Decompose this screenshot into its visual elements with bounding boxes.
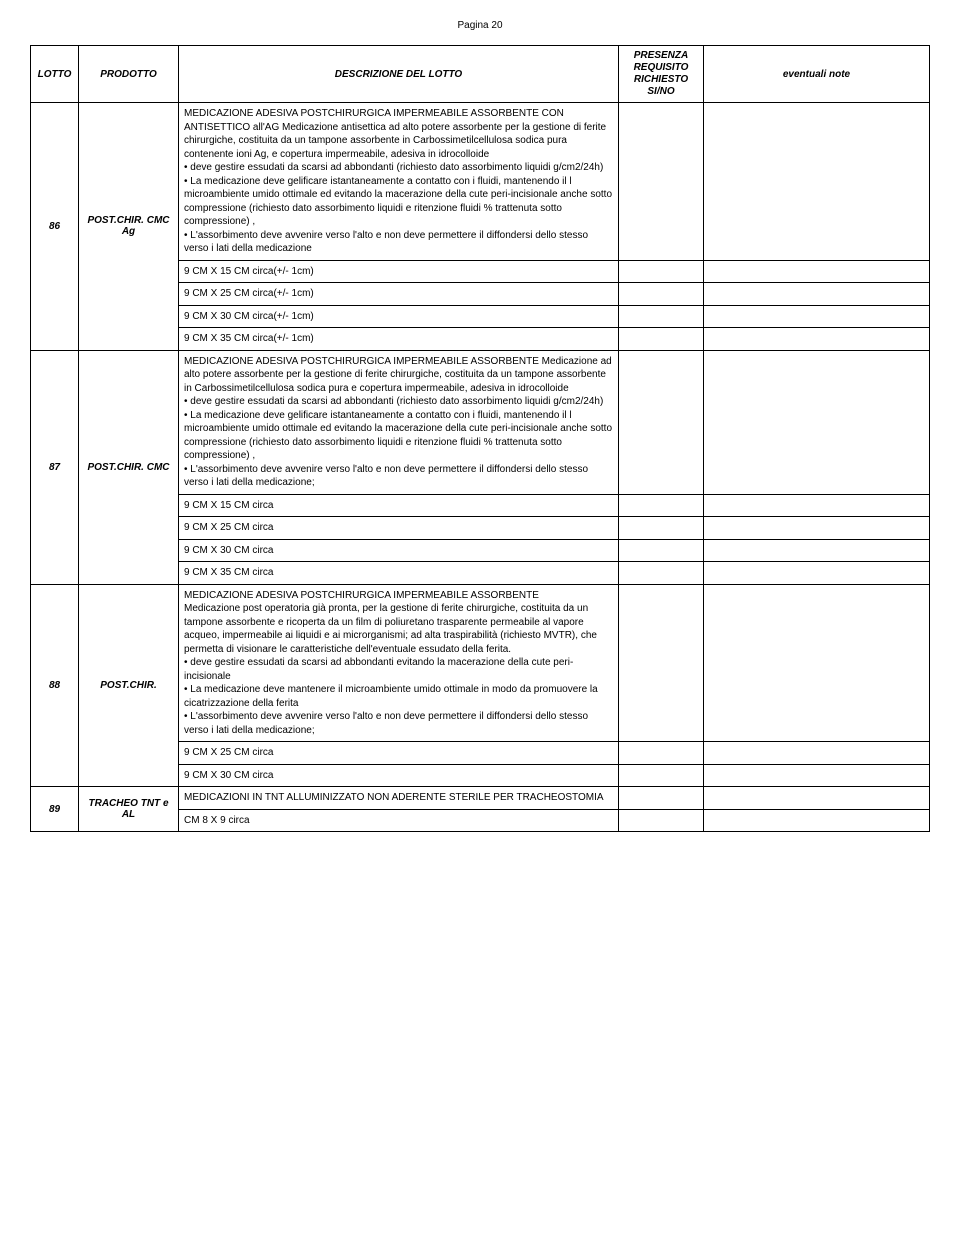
note-cell: [704, 103, 930, 261]
note-cell: [704, 328, 930, 351]
size-cell: 9 CM X 30 CM circa: [179, 539, 619, 562]
note-cell: [704, 584, 930, 742]
presenza-cell: [619, 350, 704, 494]
page-number: Pagina 20: [30, 20, 930, 31]
presenza-cell: [619, 764, 704, 787]
description-cell: MEDICAZIONE ADESIVA POSTCHIRURGICA IMPER…: [179, 350, 619, 494]
lotto-cell: 86: [31, 103, 79, 351]
note-cell: [704, 562, 930, 585]
note-cell: [704, 260, 930, 283]
note-cell: [704, 787, 930, 810]
table-header-row: LOTTO PRODOTTO DESCRIZIONE DEL LOTTO PRE…: [31, 46, 930, 103]
size-cell: 9 CM X 35 CM circa: [179, 562, 619, 585]
presenza-cell: [619, 103, 704, 261]
note-cell: [704, 809, 930, 832]
prodotto-cell: POST.CHIR.: [79, 584, 179, 787]
note-cell: [704, 494, 930, 517]
presenza-cell: [619, 562, 704, 585]
presenza-cell: [619, 305, 704, 328]
lotto-cell: 87: [31, 350, 79, 584]
header-descrizione: DESCRIZIONE DEL LOTTO: [179, 46, 619, 103]
size-cell: 9 CM X 25 CM circa(+/- 1cm): [179, 283, 619, 306]
table-row: 88POST.CHIR.MEDICAZIONE ADESIVA POSTCHIR…: [31, 584, 930, 742]
note-cell: [704, 764, 930, 787]
presenza-cell: [619, 584, 704, 742]
size-cell: 9 CM X 30 CM circa: [179, 764, 619, 787]
lotto-cell: 89: [31, 787, 79, 832]
prodotto-cell: POST.CHIR. CMC Ag: [79, 103, 179, 351]
note-cell: [704, 742, 930, 765]
presenza-cell: [619, 494, 704, 517]
note-cell: [704, 517, 930, 540]
header-note: eventuali note: [704, 46, 930, 103]
presenza-cell: [619, 517, 704, 540]
size-cell: 9 CM X 25 CM circa: [179, 742, 619, 765]
presenza-cell: [619, 260, 704, 283]
size-cell: 9 CM X 15 CM circa(+/- 1cm): [179, 260, 619, 283]
table-row: 86POST.CHIR. CMC AgMEDICAZIONE ADESIVA P…: [31, 103, 930, 261]
description-cell: MEDICAZIONE ADESIVA POSTCHIRURGICA IMPER…: [179, 103, 619, 261]
description-cell: MEDICAZIONI IN TNT ALLUMINIZZATO NON ADE…: [179, 787, 619, 810]
size-cell: 9 CM X 35 CM circa(+/- 1cm): [179, 328, 619, 351]
size-cell: 9 CM X 15 CM circa: [179, 494, 619, 517]
presenza-cell: [619, 328, 704, 351]
size-cell: 9 CM X 30 CM circa(+/- 1cm): [179, 305, 619, 328]
description-cell: MEDICAZIONE ADESIVA POSTCHIRURGICA IMPER…: [179, 584, 619, 742]
presenza-cell: [619, 742, 704, 765]
lotto-cell: 88: [31, 584, 79, 787]
note-cell: [704, 283, 930, 306]
size-cell: CM 8 X 9 circa: [179, 809, 619, 832]
size-cell: 9 CM X 25 CM circa: [179, 517, 619, 540]
header-prodotto: PRODOTTO: [79, 46, 179, 103]
header-lotto: LOTTO: [31, 46, 79, 103]
note-cell: [704, 350, 930, 494]
presenza-cell: [619, 283, 704, 306]
table-row: 89TRACHEO TNT e ALMEDICAZIONI IN TNT ALL…: [31, 787, 930, 810]
prodotto-cell: POST.CHIR. CMC: [79, 350, 179, 584]
presenza-cell: [619, 787, 704, 810]
prodotto-cell: TRACHEO TNT e AL: [79, 787, 179, 832]
main-table: LOTTO PRODOTTO DESCRIZIONE DEL LOTTO PRE…: [30, 45, 930, 832]
presenza-cell: [619, 539, 704, 562]
header-presenza: PRESENZA REQUISITO RICHIESTO SI/NO: [619, 46, 704, 103]
table-row: 87POST.CHIR. CMCMEDICAZIONE ADESIVA POST…: [31, 350, 930, 494]
presenza-cell: [619, 809, 704, 832]
note-cell: [704, 539, 930, 562]
note-cell: [704, 305, 930, 328]
